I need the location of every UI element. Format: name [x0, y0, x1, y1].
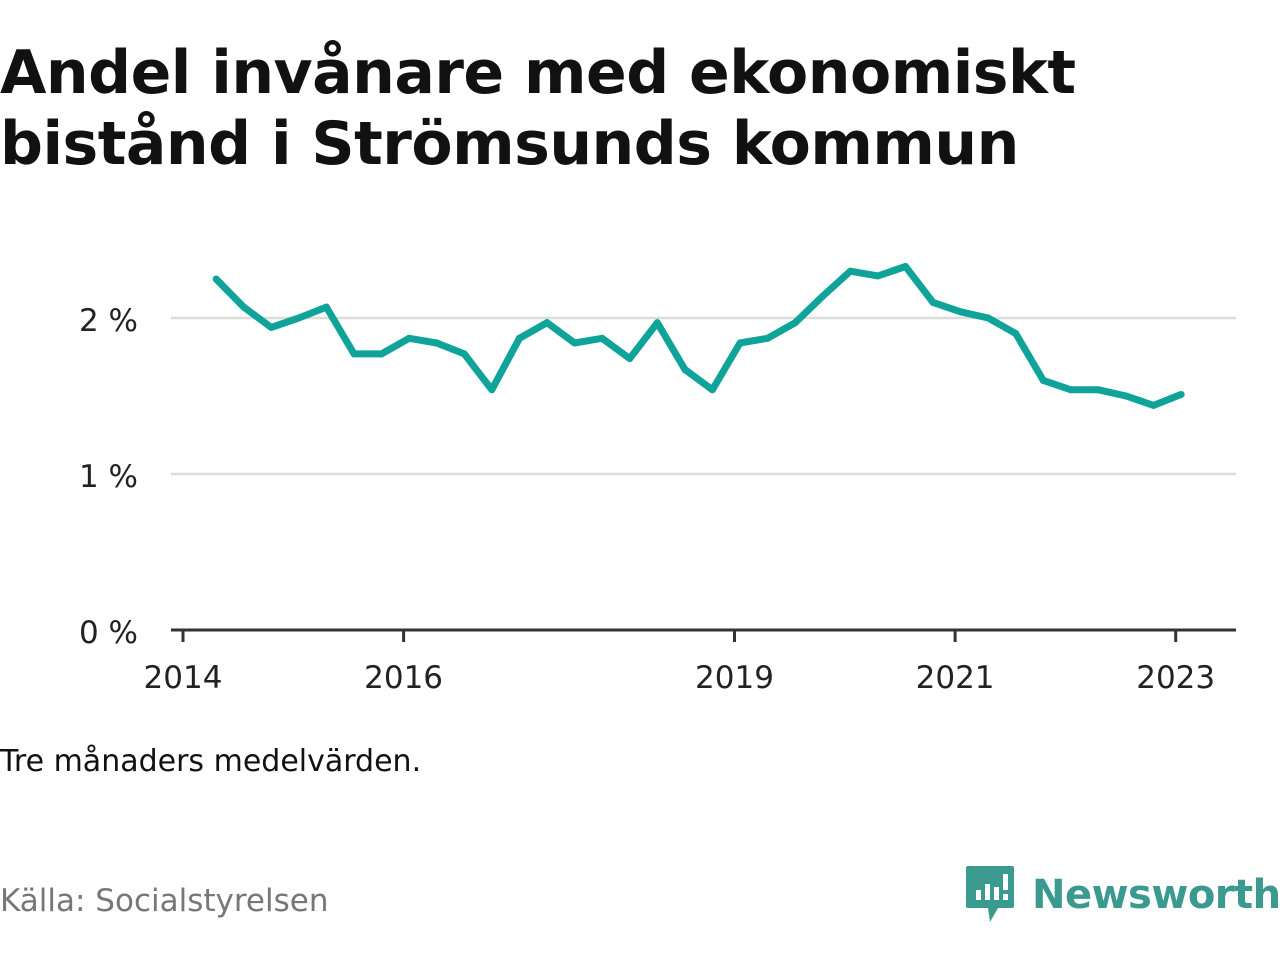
x-tick-label: 2014 [144, 660, 223, 696]
data-point [874, 272, 882, 280]
data-point [681, 365, 689, 373]
data-point [626, 355, 634, 363]
grid-lines [171, 316, 1236, 476]
data-point [1012, 330, 1020, 338]
x-tick-label: 2021 [916, 660, 995, 696]
x-axis: 2014 2016 2019 2021 2023 [144, 628, 1236, 696]
data-point [598, 334, 606, 342]
data-point [295, 314, 303, 322]
data-point [543, 319, 551, 327]
data-point [957, 308, 965, 316]
newsworthy-logo-icon [966, 866, 1014, 922]
data-point [267, 323, 275, 331]
data-point [819, 292, 827, 300]
data-point [212, 275, 220, 283]
data-point [929, 298, 937, 306]
data-point [1094, 386, 1102, 394]
x-tick-label: 2016 [364, 660, 443, 696]
data-point [322, 303, 330, 311]
x-tick-label: 2023 [1136, 660, 1215, 696]
data-point [764, 334, 772, 342]
brand-name: Newsworthy [1032, 872, 1280, 918]
data-point [984, 314, 992, 322]
series-layer [212, 263, 1185, 409]
data-point [1039, 376, 1047, 384]
data-point [1067, 386, 1075, 394]
data-point [515, 334, 523, 342]
data-point [1150, 401, 1158, 409]
chart-note: Tre månaders medelvärden. [0, 744, 422, 779]
y-tick-label: 0 % [79, 615, 138, 651]
data-point [1177, 390, 1185, 398]
data-point [791, 319, 799, 327]
source-text: Källa: Socialstyrelsen [0, 883, 329, 919]
data-point [901, 263, 909, 271]
data-point [350, 350, 358, 358]
y-tick-label: 2 % [79, 303, 138, 339]
line-chart: 0 % 1 % 2 % 2014 2016 2019 2021 2023 [79, 263, 1236, 696]
x-tick-label: 2019 [695, 660, 774, 696]
y-axis-tick-labels: 0 % 1 % 2 % [79, 303, 138, 651]
data-point [846, 267, 854, 275]
data-point [378, 350, 386, 358]
data-point [240, 303, 248, 311]
data-point [1122, 392, 1130, 400]
data-point [653, 319, 661, 327]
data-point [571, 339, 579, 347]
data-point [708, 386, 716, 394]
data-point [405, 334, 413, 342]
series-line [213, 263, 1183, 409]
brand-logo[interactable]: Newsworthy [964, 864, 1280, 926]
data-point [433, 339, 441, 347]
data-point [460, 350, 468, 358]
data-point [488, 386, 496, 394]
y-tick-label: 1 % [79, 459, 138, 495]
data-point [736, 339, 744, 347]
chart-title: Andel invånare med ekonomiskt bistånd i … [0, 38, 1076, 179]
